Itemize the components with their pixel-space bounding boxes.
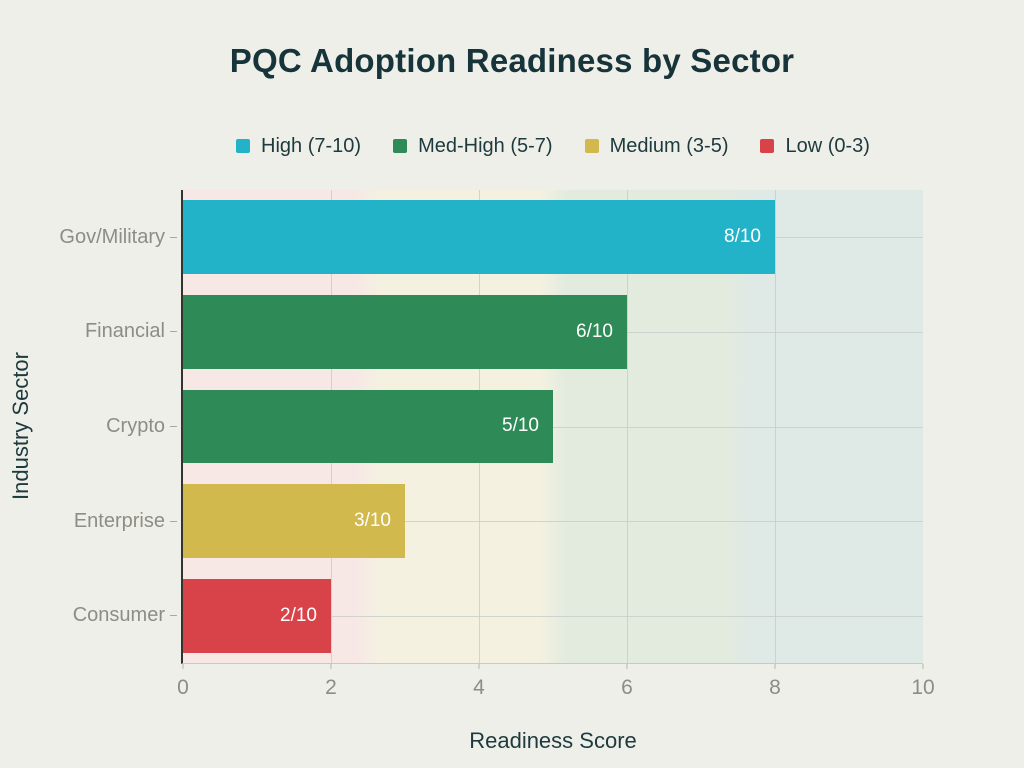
- x-tick-label: 4: [473, 676, 485, 699]
- legend-swatch: [393, 139, 408, 153]
- y-axis-labels: Gov/Military Financial Crypto Enterprise Con…: [0, 190, 179, 663]
- x-tick-mark: [774, 664, 776, 669]
- legend-swatch: [584, 139, 599, 153]
- bar-enterprise: 3/10: [183, 484, 405, 558]
- bar-consumer: 2/10: [183, 578, 331, 653]
- y-label-row: Crypto: [0, 379, 179, 474]
- x-tick-label: 2: [325, 676, 337, 699]
- x-tick-label: 10: [911, 676, 935, 699]
- legend-swatch: [236, 139, 251, 153]
- gridline-y-2: [183, 426, 923, 428]
- plot-area: 8/10 6/10 5/10 3/10 2/10: [181, 190, 923, 664]
- x-tick-label: 0: [177, 676, 189, 699]
- legend-item: High (7-10): [236, 135, 361, 158]
- x-tick-mark: [478, 664, 480, 669]
- bar-row: 8/10: [183, 190, 923, 285]
- y-tick-mark: [170, 615, 177, 617]
- y-tick-label: Financial: [84, 320, 165, 343]
- x-tick-label: 8: [769, 676, 781, 699]
- y-tick-mark: [170, 520, 177, 522]
- y-tick-mark: [170, 236, 177, 238]
- bar-row: 6/10: [183, 285, 923, 380]
- bar-value-label: 8/10: [724, 226, 761, 248]
- bar-crypto: 5/10: [183, 389, 553, 464]
- y-tick-label: Consumer: [72, 604, 165, 627]
- y-label-row: Financial: [0, 285, 179, 380]
- legend-label: Medium (3-5): [609, 134, 729, 157]
- legend-item: Low (0-3): [760, 134, 870, 158]
- x-tick-mark: [922, 664, 924, 669]
- y-tick-mark: [170, 331, 177, 333]
- x-tick-label: 6: [621, 676, 633, 699]
- x-tick-mark: [626, 664, 628, 669]
- legend: High (7-10) Med-High (5-7) Medium (3-5) Low…: [183, 131, 923, 161]
- bar-row: 3/10: [183, 474, 923, 569]
- bar-row: 2/10: [183, 568, 923, 663]
- legend-item: Med-High (5-7): [393, 134, 553, 158]
- chart-title: PQC Adoption Readiness by Sector: [229, 42, 795, 79]
- bar-row: 5/10: [183, 379, 923, 474]
- y-axis-title: Industry Sector: [8, 352, 33, 500]
- y-tick-mark: [170, 425, 177, 427]
- y-label-row: Gov/Military: [0, 190, 179, 285]
- legend-item: Medium (3-5): [584, 134, 729, 158]
- y-tick-label: Gov/Military: [59, 225, 165, 248]
- gridline-y-4: [183, 615, 923, 617]
- x-tick-mark: [182, 664, 184, 669]
- bar-value-label: 5/10: [502, 415, 539, 437]
- legend-label: Med-High (5-7): [418, 134, 553, 157]
- legend-label: Low (0-3): [785, 134, 870, 157]
- bar-value-label: 3/10: [354, 510, 391, 532]
- bar-financial: 6/10: [183, 295, 627, 369]
- gridline-y-3: [183, 521, 923, 523]
- y-label-row: Enterprise: [0, 474, 179, 569]
- legend-swatch: [760, 139, 775, 153]
- bar-gov-military: 8/10: [183, 200, 775, 275]
- x-axis-tick-labels: 0 2 4 6 8 10: [177, 676, 935, 702]
- x-tick-mark: [330, 664, 332, 669]
- bar-value-label: 6/10: [576, 320, 613, 342]
- y-tick-label: Crypto: [106, 414, 165, 437]
- x-axis-ticks: [182, 664, 924, 670]
- legend-label: High (7-10): [261, 134, 362, 157]
- x-axis-title: Readiness Score: [469, 728, 637, 753]
- y-tick-label: Enterprise: [73, 509, 165, 532]
- y-label-row: Consumer: [0, 568, 179, 663]
- bar-value-label: 2/10: [280, 604, 317, 626]
